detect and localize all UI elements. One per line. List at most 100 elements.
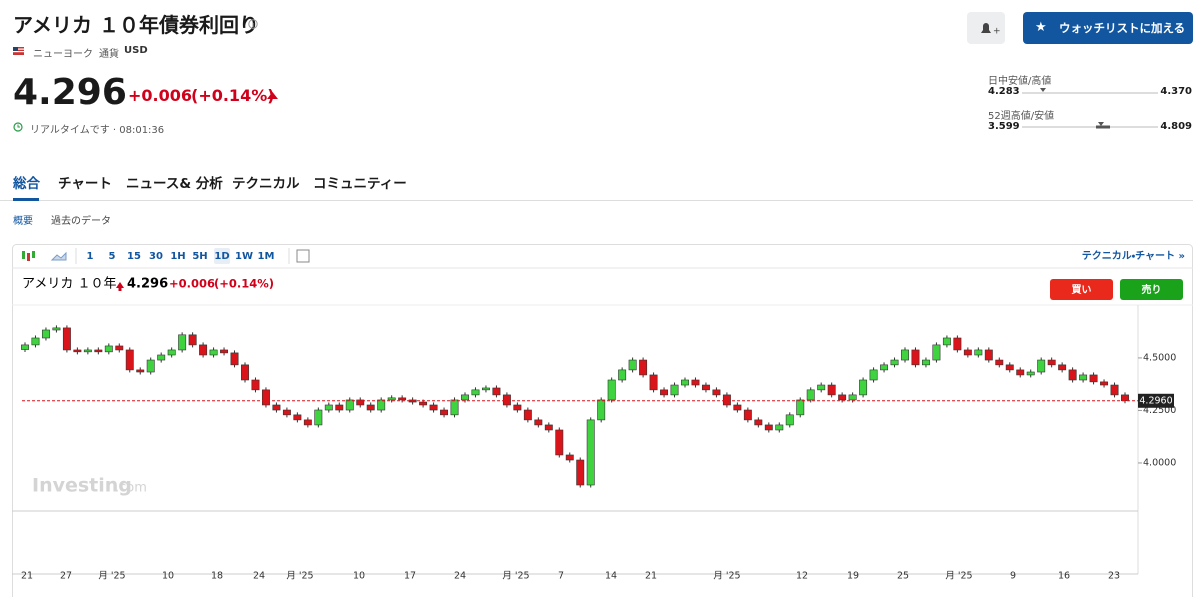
x-tick-label: 19 <box>847 571 859 582</box>
candle-body <box>209 349 218 356</box>
week52-label: 52週高値/安値 <box>988 111 1055 122</box>
legend-change: +0.006 <box>169 277 215 291</box>
candle-body <box>639 359 648 376</box>
x-tick-label: 月 '25 <box>98 571 125 582</box>
svg-text:+: + <box>993 27 1001 37</box>
x-tick-label: 10 <box>162 571 174 582</box>
star-icon: ★ <box>1035 20 1047 35</box>
watchlist-text: ウォッチリストに加える <box>1059 21 1186 35</box>
candle-body <box>712 389 721 396</box>
candle-body <box>146 359 155 373</box>
candle-body <box>429 404 438 411</box>
candle-body <box>733 404 742 411</box>
candle-body <box>576 459 585 486</box>
candle-body <box>251 379 260 391</box>
interval[interactable]: 15 <box>127 251 141 262</box>
interval[interactable]: 1 <box>87 251 94 262</box>
technical-link[interactable]: テクニカル・チャート » <box>1082 250 1185 262</box>
candle-body <box>785 414 794 426</box>
candle-body <box>440 409 449 416</box>
candle-body <box>1047 359 1056 366</box>
candle-body <box>83 349 92 353</box>
candle-body <box>869 369 878 381</box>
week52-low: 3.599 <box>988 121 1020 132</box>
info-icon <box>248 19 258 29</box>
x-tick-label: 25 <box>897 571 909 582</box>
legend-arrow <box>116 282 124 291</box>
interval[interactable]: 1H <box>170 251 185 262</box>
tab[interactable]: ニュース& 分析 <box>126 176 223 192</box>
day-range-bar <box>1022 88 1158 94</box>
day-label: 日中安値/高値 <box>988 76 1052 87</box>
candle-body <box>523 409 532 421</box>
candle-body <box>534 419 543 426</box>
candle-body <box>41 329 50 339</box>
interval[interactable]: 1W <box>235 251 253 262</box>
day-low: 4.283 <box>988 86 1020 97</box>
candle-body <box>995 359 1004 366</box>
calendar-icon <box>296 249 310 263</box>
candle-body <box>178 334 187 351</box>
candle-body <box>73 349 82 353</box>
candle-body <box>230 352 239 366</box>
alert-button[interactable]: + <box>967 12 1005 44</box>
candle-body <box>356 399 365 406</box>
subtab[interactable]: 概要 <box>13 216 33 227</box>
candle-body <box>241 364 249 381</box>
legend-name: アメリカ １０年 <box>22 277 116 292</box>
candle-body <box>901 349 909 361</box>
candle-body <box>387 397 396 401</box>
watchlist-button[interactable]: ★ ウォッチリストに加える <box>1023 12 1193 44</box>
sell-button[interactable] <box>1120 279 1183 300</box>
x-tick-label: 24 <box>253 571 265 582</box>
tab[interactable]: チャート <box>58 176 112 192</box>
buy-button[interactable] <box>1050 279 1113 300</box>
subtab[interactable]: 過去のデータ <box>51 216 111 227</box>
candle-body <box>681 379 689 386</box>
price: 4.296 <box>13 72 127 113</box>
up-arrow <box>267 92 278 99</box>
candle-body <box>660 389 669 396</box>
candle-body <box>303 419 312 426</box>
interval[interactable]: 1M <box>258 251 275 262</box>
candle-body <box>481 387 490 391</box>
interval[interactable]: 30 <box>149 251 163 262</box>
interval[interactable]: 5 <box>109 251 116 262</box>
candle-body <box>31 337 40 346</box>
tab-underline <box>13 198 39 201</box>
candle-body <box>220 349 229 354</box>
candle-body <box>565 454 574 461</box>
candle-body <box>775 424 784 431</box>
day-high: 4.370 <box>1160 86 1192 97</box>
candle-body <box>1110 384 1119 396</box>
candle-body <box>597 399 606 421</box>
currency: USD <box>124 45 148 56</box>
sell-text[interactable]: 売り <box>1142 283 1162 296</box>
candle-body <box>984 349 993 361</box>
candle-body <box>261 389 270 406</box>
candle-icon <box>22 251 35 261</box>
tab[interactable]: 総合 <box>13 176 40 192</box>
x-tick-label: 23 <box>1108 571 1120 582</box>
candle-body <box>104 345 113 353</box>
x-tick-label: 月 '25 <box>945 571 972 582</box>
x-tick-label: 月 '25 <box>713 571 740 582</box>
buy-text[interactable]: 買い <box>1072 284 1092 296</box>
interval[interactable]: 1D <box>214 251 229 262</box>
candle-body <box>827 384 836 396</box>
legend-price: 4.296 <box>127 277 168 292</box>
change: +0.006 <box>128 86 193 105</box>
candle-body <box>838 394 847 401</box>
tab[interactable]: コミュニティー <box>313 176 407 192</box>
candle-body <box>1100 381 1109 386</box>
x-tick-label: 12 <box>796 571 808 582</box>
bell-icon: + <box>981 23 1001 37</box>
interval[interactable]: 5H <box>192 251 207 262</box>
candle-body <box>691 379 700 386</box>
tab[interactable]: テクニカル <box>232 176 300 192</box>
chart-frame <box>12 244 1193 597</box>
flag <box>13 47 24 55</box>
x-tick-label: 10 <box>353 571 365 582</box>
candle-body <box>880 364 889 371</box>
candle-body <box>293 414 302 421</box>
